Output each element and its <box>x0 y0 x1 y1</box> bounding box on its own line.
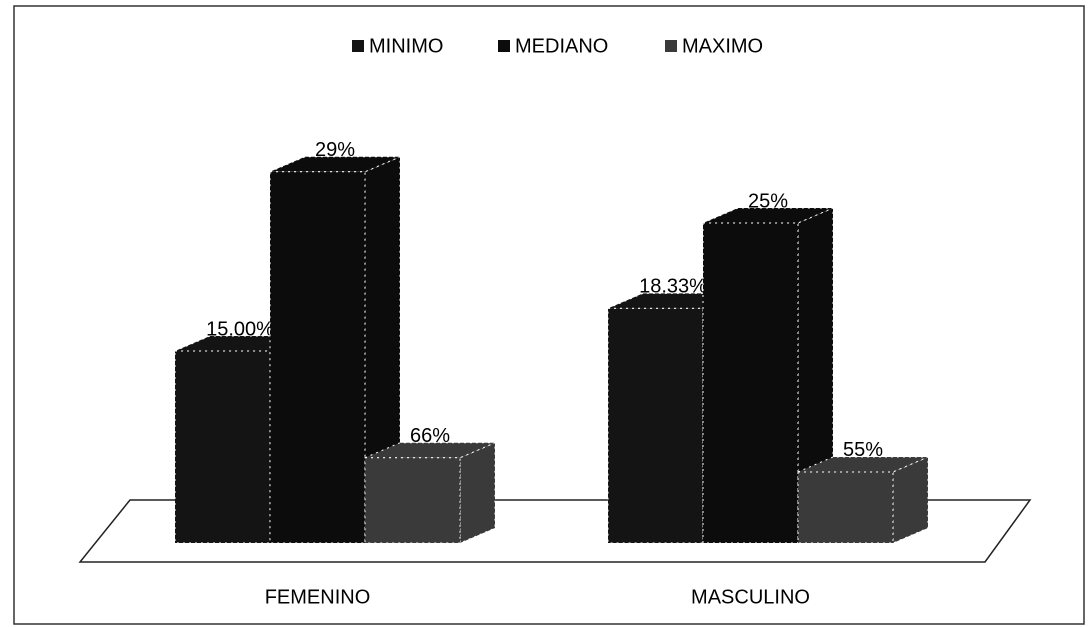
bar-top <box>702 207 834 224</box>
bar <box>702 207 834 544</box>
legend-swatch <box>352 40 364 52</box>
data-label: 55% <box>843 439 883 461</box>
bar-front <box>607 307 704 544</box>
data-label: 29% <box>315 139 355 161</box>
bar <box>364 441 496 544</box>
legend-swatch <box>665 40 677 52</box>
bars: 15.00% 29% 66% 18.33% 25% 55% <box>174 139 929 544</box>
legend-label: MEDIANO <box>515 35 608 57</box>
bar-side <box>459 441 496 544</box>
bar-top <box>269 156 401 173</box>
bar-front <box>269 171 366 544</box>
bar-front <box>174 350 271 544</box>
x-tick-label: MASCULINO <box>691 586 810 608</box>
legend-label: MINIMO <box>369 35 443 57</box>
data-label: 15.00% <box>206 318 274 340</box>
bar-front <box>797 471 894 544</box>
bar-front <box>702 222 799 544</box>
data-label: 25% <box>748 190 788 212</box>
bar <box>269 156 401 544</box>
bar <box>797 456 929 544</box>
data-label: 18.33% <box>639 276 707 298</box>
legend-label: MAXIMO <box>682 35 763 57</box>
bar-side <box>892 456 929 544</box>
legend-swatch <box>498 40 510 52</box>
bar-top <box>364 442 496 459</box>
data-label: 66% <box>410 425 450 447</box>
bar-front <box>364 457 461 544</box>
x-tick-label: FEMENINO <box>265 586 371 608</box>
bar-top <box>797 456 929 473</box>
legend: MINIMO MEDIANO MAXIMO <box>352 35 763 57</box>
